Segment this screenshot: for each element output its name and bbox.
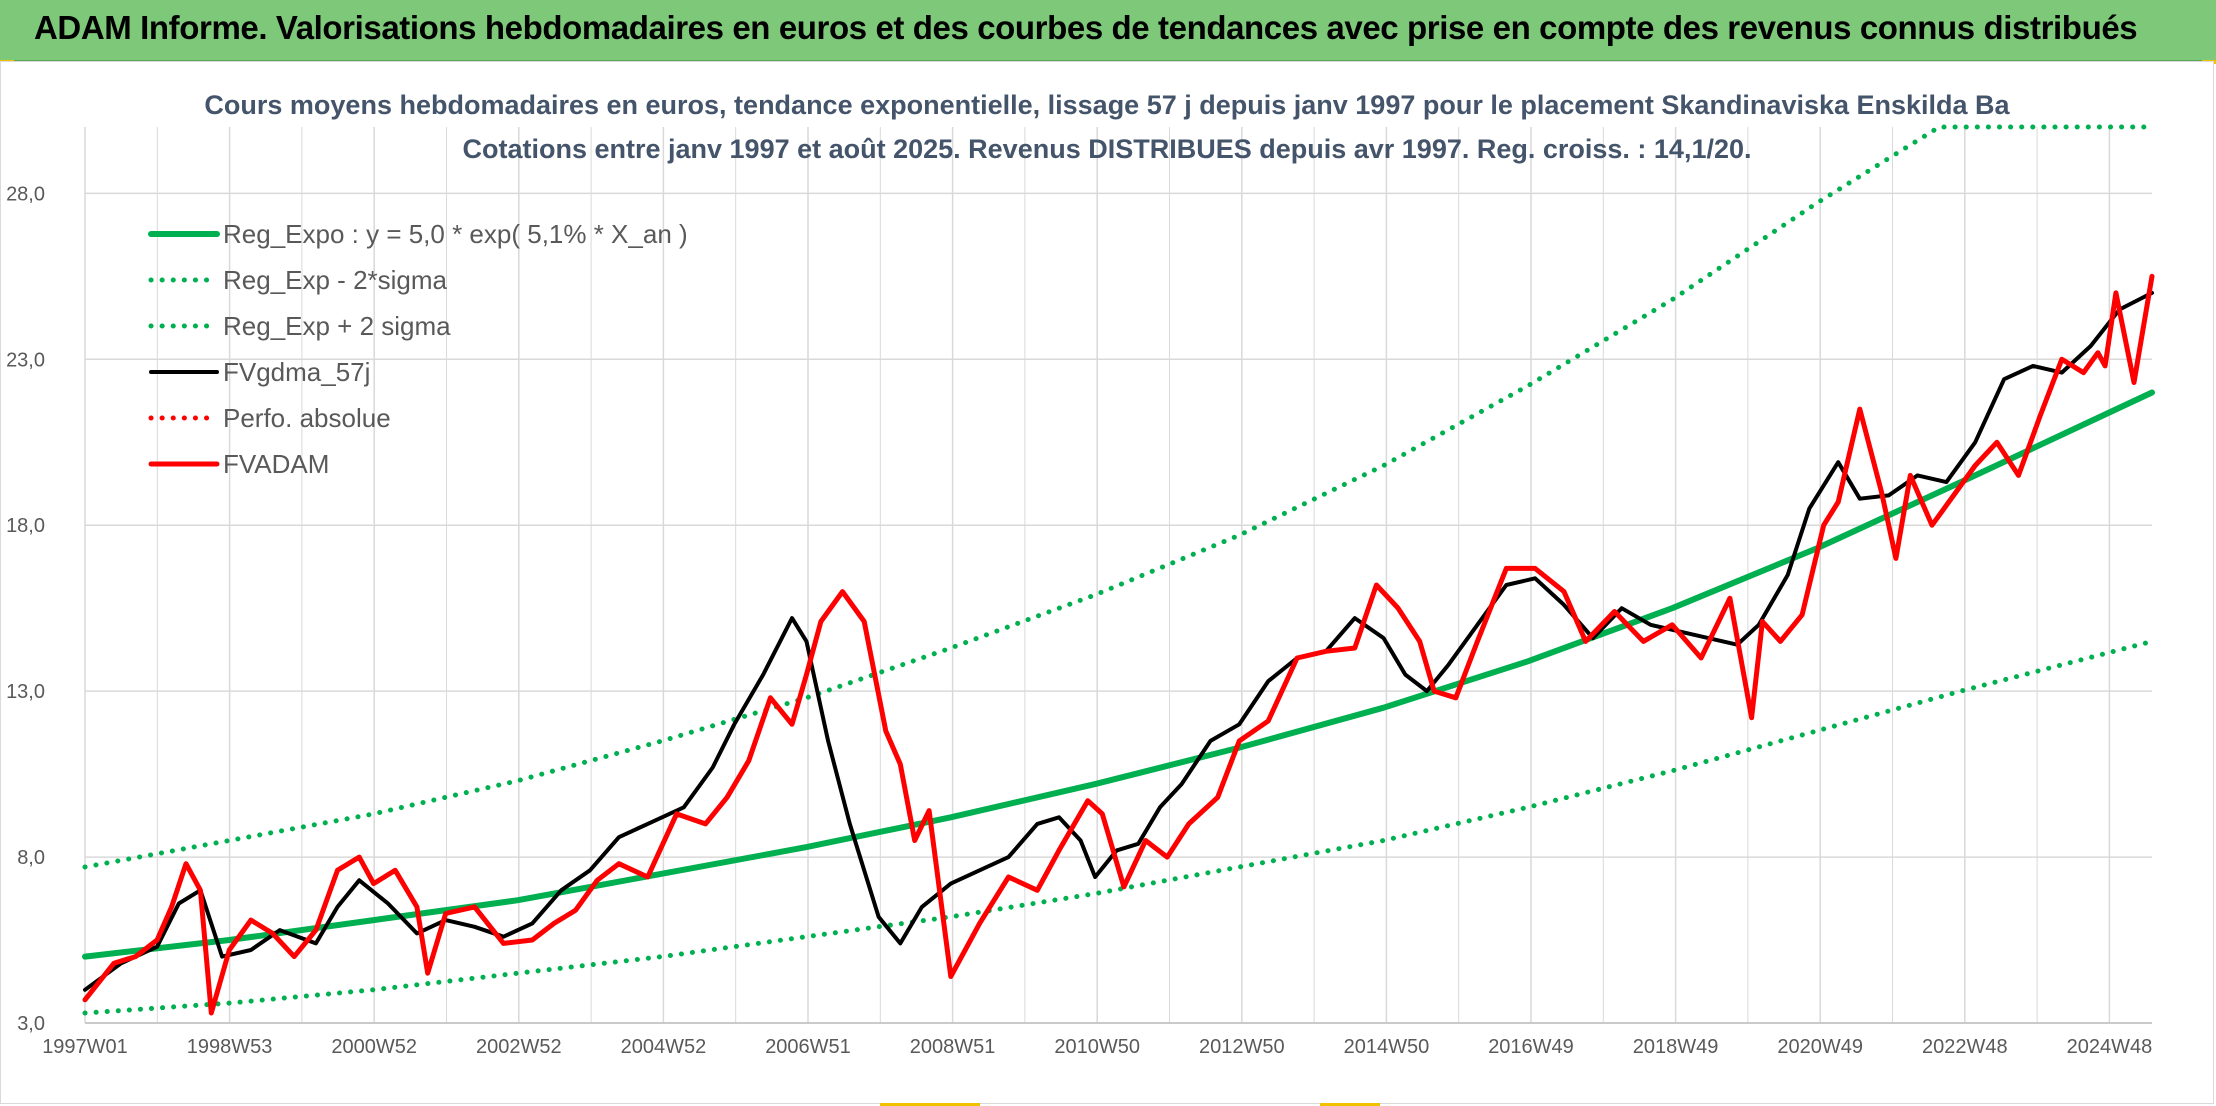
legend-label: FVgdma_57j [223, 357, 370, 387]
x-tick-label: 2008W51 [910, 1036, 996, 1058]
legend-label: Reg_Exp - 2*sigma [223, 265, 448, 295]
series-line-0 [82, 389, 2155, 960]
x-tick-label: 2010W50 [1054, 1036, 1140, 1058]
report-title: ADAM Informe. Valorisations hebdomadaire… [34, 9, 2138, 46]
series-line-3 [83, 290, 2154, 992]
series-line-5 [82, 273, 2155, 1016]
chart-frame: Cours moyens hebdomadaires en euros, ten… [0, 61, 2214, 1104]
bottom-accent-2 [1320, 1103, 1380, 1106]
series-line-2 [82, 124, 2155, 870]
x-tick-label: 2022W48 [1922, 1036, 2008, 1058]
x-tick-label: 2000W52 [331, 1036, 417, 1058]
x-tick-label: 2014W50 [1344, 1036, 1430, 1058]
bottom-accent-1 [880, 1103, 980, 1106]
x-tick-label: 2016W49 [1488, 1036, 1574, 1058]
legend-label: FVADAM [223, 449, 329, 479]
y-tick-label: 23,0 [6, 349, 45, 371]
y-tick-label: 3,0 [17, 1013, 45, 1035]
x-tick-label: 2006W51 [765, 1036, 851, 1058]
legend-label: Reg_Expo : y = 5,0 * exp( 5,1% * X_an ) [223, 219, 688, 249]
price-trend-chart: Cours moyens hebdomadaires en euros, ten… [6, 90, 2155, 1058]
y-tick-label: 13,0 [6, 681, 45, 703]
x-tick-label: 2024W48 [2067, 1036, 2153, 1058]
x-tick-label: 1998W53 [187, 1036, 273, 1058]
x-tick-label: 2018W49 [1633, 1036, 1719, 1058]
x-tick-label: 2012W50 [1199, 1036, 1285, 1058]
legend-label: Reg_Exp + 2 sigma [223, 311, 451, 341]
gridlines [84, 127, 2152, 1024]
chart-title: Cours moyens hebdomadaires en euros, ten… [204, 90, 2010, 120]
x-axis-ticks: 1997W01 1998W53 2000W52 2002W52 2004W52 2006W… [42, 1036, 2152, 1058]
y-tick-label: 28,0 [6, 183, 45, 205]
legend-label: Perfo. absolue [223, 403, 391, 433]
chart-subtitle: Cotations entre janv 1997 et août 2025. … [462, 134, 1751, 164]
series-lines [82, 124, 2155, 1016]
legend: Reg_Expo : y = 5,0 * exp( 5,1% * X_an ) R… [148, 219, 688, 479]
y-tick-label: 8,0 [17, 847, 45, 869]
y-axis-ticks: 3,0 8,0 13,0 18,0 23,0 28,0 [6, 183, 45, 1035]
x-tick-label: 2020W49 [1777, 1036, 1863, 1058]
x-tick-label: 1997W01 [42, 1036, 128, 1058]
y-tick-label: 18,0 [6, 515, 45, 537]
report-header: ADAM Informe. Valorisations hebdomadaire… [0, 0, 2216, 61]
x-tick-label: 2002W52 [476, 1036, 562, 1058]
x-tick-label: 2004W52 [621, 1036, 707, 1058]
series-line-1 [82, 638, 2155, 1016]
